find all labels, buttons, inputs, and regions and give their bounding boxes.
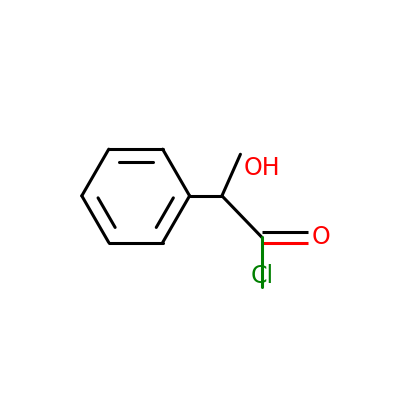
Text: Cl: Cl bbox=[250, 264, 274, 288]
Text: O: O bbox=[312, 226, 331, 250]
Text: OH: OH bbox=[244, 156, 280, 180]
